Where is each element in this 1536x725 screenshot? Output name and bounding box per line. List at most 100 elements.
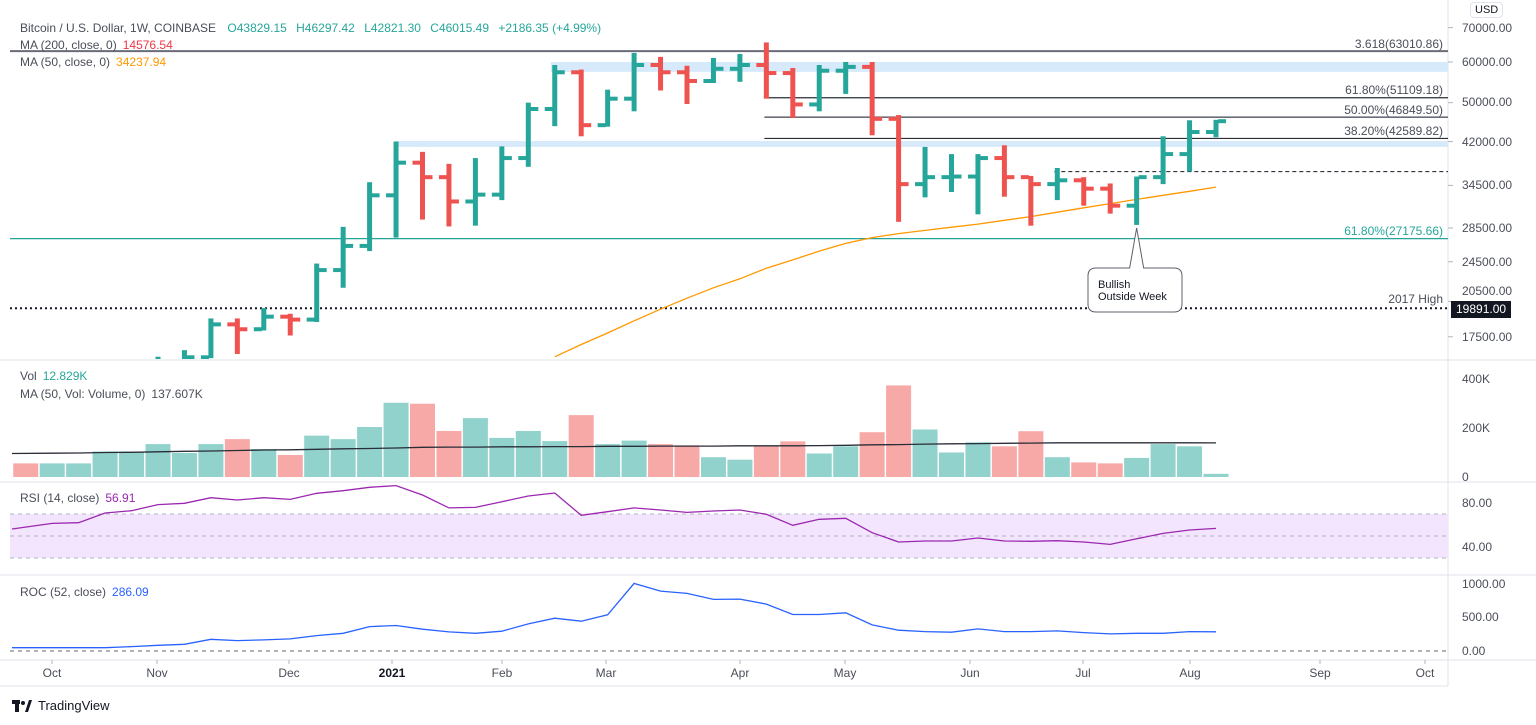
- bar-open-tick: [571, 70, 580, 75]
- bullish-outside-week-callout: [1087, 227, 1183, 313]
- ohlc-bar-down: [1073, 177, 1094, 206]
- ohlc-bar-down: [756, 42, 777, 99]
- fib-382-label: 38.20%(42589.82): [1344, 124, 1443, 138]
- ohlc-bar-up: [1206, 119, 1226, 138]
- ma50-legend[interactable]: MA (50, close, 0) 34237.94: [20, 55, 166, 69]
- volume-bar-up: [145, 444, 171, 477]
- volume-bar-up: [833, 446, 859, 477]
- volume-bar-up: [119, 451, 145, 477]
- bar-high-low: [949, 154, 954, 192]
- bar-high-low: [499, 146, 505, 201]
- bar-open-tick: [518, 156, 527, 161]
- bar-high-low: [816, 64, 822, 112]
- volume-bar-down: [859, 432, 885, 477]
- ohlc-bar-up: [809, 64, 830, 112]
- bar-open-tick: [438, 175, 447, 180]
- bar-high-low: [314, 263, 320, 322]
- ma200-legend[interactable]: MA (200, close, 0) 14576.54: [20, 38, 173, 52]
- ohlc-bar-up: [1047, 168, 1068, 201]
- bar-high-low: [1081, 177, 1087, 206]
- time-label: Apr: [730, 666, 750, 680]
- bar-close-tick: [1032, 182, 1041, 187]
- bar-open-tick: [1126, 203, 1135, 208]
- bar-high-low: [234, 318, 240, 354]
- roc-legend[interactable]: ROC (52, close) 286.09: [20, 585, 149, 599]
- bar-high-low: [1054, 168, 1060, 201]
- time-label: Jun: [960, 666, 980, 680]
- bar-open-tick: [16, 443, 24, 447]
- volume-bar-up: [939, 452, 964, 477]
- currency-button[interactable]: USD: [1470, 2, 1504, 18]
- rsi-band-background: [10, 514, 1448, 558]
- bar-close-tick: [186, 355, 195, 359]
- bar-open-tick: [174, 362, 182, 366]
- volume-bar-up: [330, 439, 356, 477]
- bar-close-tick: [450, 199, 459, 204]
- axes: [51, 27, 1453, 664]
- ohlc-bar-up: [42, 428, 62, 451]
- bar-close-tick: [265, 314, 274, 319]
- volume-bar-up: [965, 442, 991, 477]
- fib-3618-label: 3.618(63010.86): [1354, 37, 1443, 51]
- volume-bar-up: [595, 444, 621, 477]
- volume-ma-value: 137.607K: [151, 387, 203, 401]
- bar-high-low: [869, 62, 875, 136]
- volume-bar-up: [727, 459, 753, 477]
- bar-close-tick: [715, 66, 724, 71]
- ohlc-bar-up: [359, 182, 380, 252]
- bar-open-tick: [967, 174, 976, 179]
- bar-open-tick: [1073, 178, 1082, 183]
- time-label-year: 2021: [378, 666, 406, 680]
- roc-pane[interactable]: [10, 582, 1448, 652]
- bar-high-low: [181, 350, 187, 359]
- bar-close-tick: [900, 182, 909, 187]
- bar-high-low: [340, 226, 346, 288]
- symbol-header: Bitcoin / U.S. Dollar, 1W, COINBASE O438…: [20, 21, 601, 35]
- bar-open-tick: [782, 71, 791, 76]
- bar-close-tick: [503, 156, 512, 161]
- price-tick: 24500.00: [1462, 255, 1513, 269]
- volume-pane[interactable]: [11, 385, 1229, 477]
- rsi-pane[interactable]: [10, 484, 1448, 559]
- volume-bar-up: [251, 449, 277, 477]
- price-pane[interactable]: [10, 42, 1448, 453]
- bar-open-tick: [280, 314, 289, 319]
- ohlc-bar-up: [835, 62, 856, 94]
- ohlc-bar-up: [95, 397, 115, 432]
- volume-bar-up: [66, 463, 92, 477]
- bar-open-tick: [227, 322, 236, 327]
- volume-ma-legend[interactable]: MA (50, Vol: Volume, 0) 137.607K: [20, 387, 203, 401]
- volume-bar-down: [436, 430, 462, 477]
- rsi-legend[interactable]: RSI (14, close) 56.91: [20, 491, 135, 505]
- price-tick: 28500.00: [1462, 221, 1513, 235]
- bar-open-tick: [650, 62, 659, 67]
- bar-open-tick: [994, 156, 1003, 161]
- callout-line-2: Outside Week: [1098, 291, 1167, 303]
- bar-open-tick: [1100, 186, 1109, 191]
- volume-bar-down: [13, 463, 39, 477]
- bar-close-tick: [609, 96, 618, 101]
- bar-high-low: [658, 56, 664, 91]
- bar-high-low: [631, 52, 637, 112]
- callout-line-1: Bullish: [1098, 279, 1131, 291]
- bar-high-low: [896, 115, 902, 222]
- ohlc-bar-up: [729, 53, 750, 82]
- volume-bar-down: [648, 444, 674, 477]
- ohlc-bar-up: [544, 64, 565, 127]
- ohlc-bar-up: [941, 154, 962, 192]
- bar-open-tick: [465, 199, 474, 204]
- bar-close-tick: [1138, 175, 1147, 180]
- time-label: Mar: [595, 666, 617, 680]
- bar-high-low: [975, 154, 981, 215]
- bar-close-tick: [1112, 203, 1121, 208]
- bar-high-low: [1160, 136, 1166, 185]
- tradingview-logo[interactable]: TradingView: [12, 698, 110, 713]
- bar-high-low: [1187, 120, 1193, 172]
- ohlc-bar-down: [16, 438, 36, 453]
- bar-close-tick: [318, 268, 327, 273]
- volume-legend[interactable]: Vol 12.829K: [20, 369, 87, 383]
- roc-tick: 500.00: [1462, 610, 1499, 624]
- volume-bar-down: [410, 403, 435, 477]
- rsi-tick: 40.00: [1462, 540, 1493, 554]
